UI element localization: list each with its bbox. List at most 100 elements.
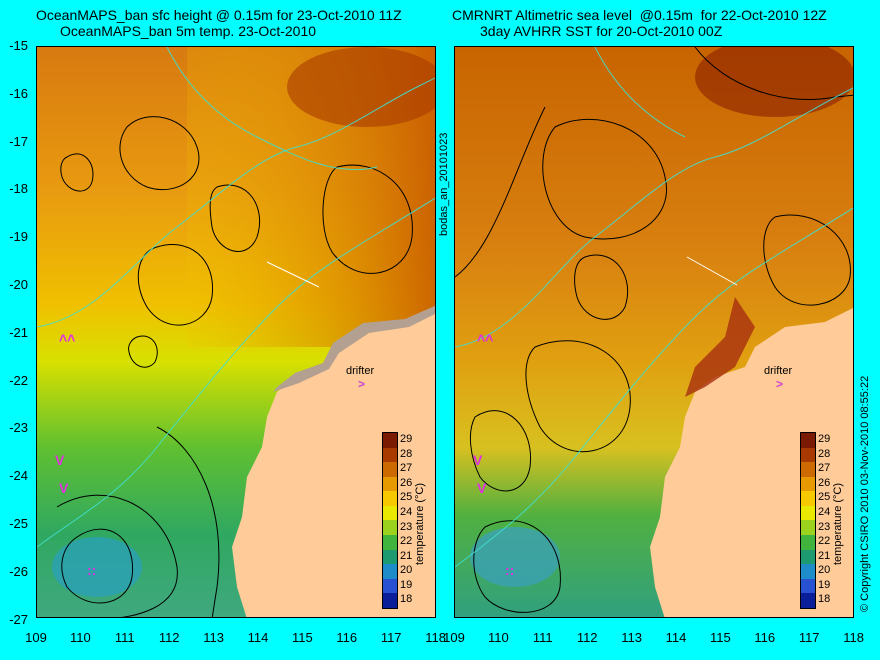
svg-text:V: V <box>477 480 487 496</box>
colorbar-label: 26 <box>400 476 413 489</box>
svg-text:V: V <box>473 452 483 468</box>
y-tick-label: -17 <box>9 133 28 149</box>
left-x-tick-label: 118 <box>425 630 446 645</box>
colorbar-swatch <box>383 520 397 536</box>
y-tick-label: -25 <box>9 516 28 531</box>
right-colorbar-title: temperature (°C) <box>832 482 844 565</box>
colorbar-label: 24 <box>400 505 413 518</box>
colorbar-label: 22 <box>400 535 413 548</box>
y-tick-label: -23 <box>9 420 28 436</box>
left-colorbar <box>382 432 398 609</box>
colorbar-label: 29 <box>400 433 413 445</box>
left-x-tick-label: 110 <box>70 630 91 645</box>
colorbar-swatch <box>383 535 397 550</box>
right-colorbar <box>800 432 816 609</box>
y-tick-label: -21 <box>9 324 28 340</box>
left-x-tick-label: 112 <box>158 630 180 645</box>
colorbar-label: 21 <box>400 549 413 562</box>
right-x-tick-label: 110 <box>488 630 509 645</box>
y-tick-label: -27 <box>9 611 28 627</box>
right-x-tick-label: 109 <box>443 630 465 645</box>
colorbar-swatch <box>801 593 815 608</box>
colorbar-swatch <box>383 593 397 608</box>
left-colorbar-title: temperature (°C) <box>414 482 426 565</box>
right-x-tick-label: 113 <box>621 630 642 645</box>
colorbar-swatch <box>383 491 397 506</box>
colorbar-swatch <box>801 535 815 550</box>
colorbar-swatch <box>801 462 815 477</box>
colorbar-swatch <box>801 447 815 463</box>
y-tick-label: -26 <box>9 563 28 579</box>
svg-text:˄˄: ˄˄ <box>477 330 493 346</box>
right-map-graphic: ˄˄ V V :: <box>455 47 853 617</box>
left-x-tick-label: 111 <box>114 630 135 645</box>
y-tick-label: -18 <box>9 181 28 197</box>
left-title-line2: OceanMAPS_ban 5m temp. 23-Oct-2010 <box>60 23 317 39</box>
colorbar-label: 18 <box>818 593 831 606</box>
colorbar-label: 27 <box>818 462 831 475</box>
colorbar-swatch <box>801 564 815 579</box>
left-x-tick-label: 114 <box>247 630 269 645</box>
right-x-tick-label: 118 <box>843 630 864 645</box>
colorbar-label: 26 <box>818 476 831 489</box>
copyright-label: © Copyright CSIRO 2010 03-Nov-2010 08:55… <box>859 375 871 612</box>
side-label: bodas_an_20101023 <box>438 132 450 236</box>
colorbar-swatch <box>801 476 815 492</box>
colorbar-label: 25 <box>818 491 831 504</box>
colorbar-swatch <box>383 578 397 594</box>
left-title-line1: OceanMAPS_ban sfc height @ 0.15m for 23-… <box>36 7 402 23</box>
y-tick-label: -22 <box>9 372 28 388</box>
colorbar-swatch <box>801 491 815 506</box>
y-tick-label: -20 <box>9 277 28 292</box>
colorbar-label: 23 <box>818 520 831 533</box>
colorbar-swatch <box>801 505 815 521</box>
right-title-line2: 3day AVHRR SST for 20-Oct-2010 00Z <box>480 23 723 39</box>
y-tick-label: -15 <box>9 38 28 53</box>
left-drifter-marker: > <box>358 377 366 391</box>
colorbar-swatch <box>801 549 815 565</box>
colorbar-swatch <box>801 520 815 536</box>
colorbar-swatch <box>383 505 397 521</box>
svg-text:˄˄: ˄˄ <box>59 330 75 346</box>
colorbar-label: 28 <box>400 447 413 460</box>
y-tick-label: -24 <box>9 468 28 484</box>
colorbar-label: 18 <box>400 593 413 606</box>
colorbar-label: 25 <box>400 491 413 504</box>
right-title-line1: CMRNRT Altimetric sea level @0.15m for 2… <box>452 7 827 23</box>
svg-text:::: :: <box>505 562 514 578</box>
colorbar-swatch <box>383 462 397 477</box>
colorbar-label: 20 <box>818 564 831 577</box>
left-map-panel: ˄˄ V V :: <box>36 46 436 618</box>
colorbar-swatch <box>801 578 815 594</box>
right-map-panel: ˄˄ V V :: <box>454 46 854 618</box>
colorbar-label: 19 <box>818 578 831 591</box>
right-x-tick-label: 114 <box>665 630 687 645</box>
right-x-tick-label: 115 <box>710 630 731 645</box>
colorbar-swatch <box>383 564 397 579</box>
y-tick-label: -16 <box>9 85 28 101</box>
svg-text:V: V <box>55 452 65 468</box>
left-x-tick-label: 113 <box>203 630 224 645</box>
colorbar-label: 29 <box>818 433 831 445</box>
colorbar-swatch <box>383 447 397 463</box>
left-map-graphic: ˄˄ V V :: <box>37 47 435 617</box>
colorbar-label: 22 <box>818 535 831 548</box>
left-x-tick-label: 116 <box>336 630 358 645</box>
colorbar-swatch <box>383 476 397 492</box>
right-x-tick-label: 112 <box>576 630 598 645</box>
colorbar-label: 20 <box>400 564 413 577</box>
left-x-tick-label: 117 <box>380 630 402 645</box>
colorbar-swatch <box>801 433 815 448</box>
right-x-tick-label: 117 <box>798 630 820 645</box>
left-drifter-label: drifter <box>346 365 375 377</box>
colorbar-swatch <box>383 433 397 448</box>
y-tick-label: -19 <box>9 229 28 245</box>
colorbar-swatch <box>383 549 397 565</box>
colorbar-label: 19 <box>400 578 413 591</box>
colorbar-label: 28 <box>818 447 831 460</box>
colorbar-label: 27 <box>400 462 413 475</box>
right-drifter-label: drifter <box>764 365 793 377</box>
right-drifter-marker: > <box>776 377 784 391</box>
colorbar-label: 21 <box>818 549 831 562</box>
colorbar-label: 23 <box>400 520 413 533</box>
